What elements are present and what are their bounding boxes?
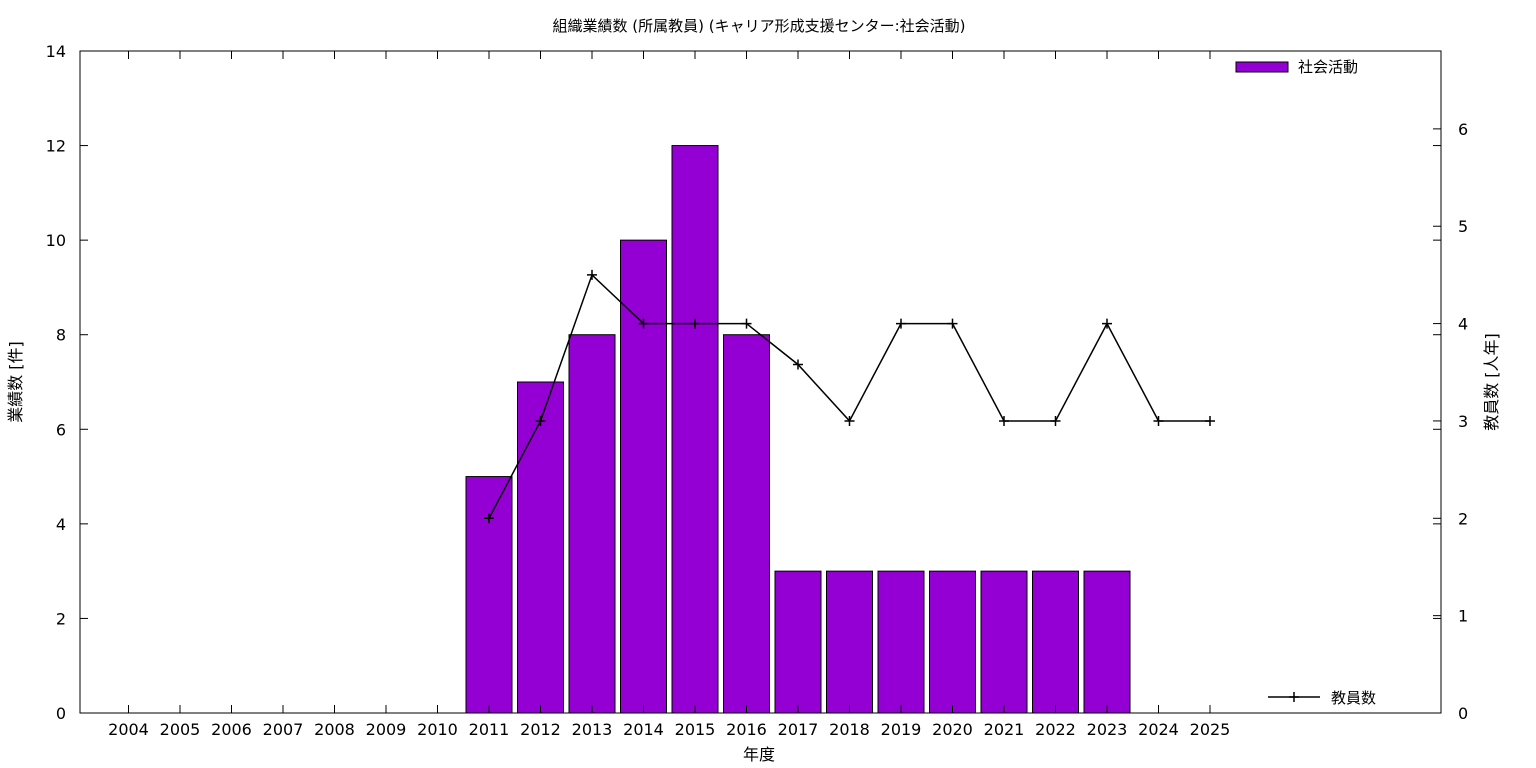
y-tick-label-4: 4 (56, 515, 66, 534)
bar-2017 (774, 570, 822, 714)
y-tick-label-6: 6 (56, 420, 66, 439)
y-axis-right: 0 1 2 3 4 5 6 (1433, 120, 1468, 723)
x-tick-label-2015: 2015 (675, 720, 716, 739)
line-point-2019 (896, 318, 906, 329)
bar-2023 (1083, 570, 1131, 714)
bar-2021 (980, 570, 1028, 714)
bar-2013 (568, 334, 616, 714)
legend-line-label: 教員数 (1331, 689, 1376, 707)
y2-tick-label-6: 6 (1458, 120, 1468, 139)
x-axis: 2004 2005 2006 2007 2008 2009 2010 2011 2012 2013… (108, 51, 1230, 739)
y2-tick-label-4: 4 (1458, 315, 1468, 334)
line-point-2017 (793, 359, 803, 370)
chart-title: 組織業績数 (所属教員) (キャリア形成支援センター:社会活動) (552, 17, 965, 35)
x-tick-label-2010: 2010 (417, 720, 458, 739)
x-tick-label-2011: 2011 (469, 720, 510, 739)
line-point-2021 (999, 415, 1009, 426)
bar-2014 (620, 239, 667, 714)
bar-2020 (929, 570, 976, 714)
y2-tick-label-5: 5 (1458, 217, 1468, 236)
bar-2022 (1032, 570, 1079, 714)
legend-line: 教員数 (1268, 689, 1376, 707)
x-tick-label-2014: 2014 (623, 720, 664, 739)
y2-tick-label-0: 0 (1458, 704, 1468, 723)
x-tick-label-2019: 2019 (881, 720, 922, 739)
y-tick-label-12: 12 (46, 137, 66, 156)
y2-tick-label-2: 2 (1458, 509, 1468, 528)
bar-2015 (671, 145, 719, 714)
x-tick-label-2017: 2017 (778, 720, 819, 739)
line-point-2025 (1205, 415, 1215, 426)
y-axis-title: 業績数 [件] (6, 341, 25, 423)
line-point-2023 (1102, 318, 1112, 329)
line-point-2011 (484, 513, 494, 524)
line-point-2016 (741, 318, 752, 329)
x-tick-label-2009: 2009 (366, 720, 407, 739)
line-point-2013 (587, 269, 597, 280)
plot-frame (79, 50, 1442, 714)
x-tick-label-2005: 2005 (160, 720, 201, 739)
bar-2019 (877, 570, 925, 714)
x-tick-label-2021: 2021 (984, 720, 1025, 739)
legend-bars-swatch (1235, 61, 1289, 73)
bars-group (465, 145, 1131, 714)
line-point-2022 (1050, 415, 1061, 426)
x-tick-label-2022: 2022 (1035, 720, 1076, 739)
x-tick-label-2004: 2004 (108, 720, 149, 739)
line-point-2015 (690, 318, 700, 329)
y-tick-label-2: 2 (56, 609, 66, 628)
bar-2012 (517, 381, 564, 714)
line-point-2014 (638, 318, 649, 329)
x-tick-label-2013: 2013 (572, 720, 613, 739)
line-point-2024 (1153, 415, 1164, 426)
y2-axis-title: 教員数 [人年] (1482, 333, 1501, 431)
x-tick-label-2025: 2025 (1190, 720, 1231, 739)
line-point-2018 (844, 415, 855, 426)
x-tick-label-2008: 2008 (314, 720, 355, 739)
legend-bars-label: 社会活動 (1298, 58, 1358, 76)
x-tick-label-2016: 2016 (726, 720, 767, 739)
bar-2018 (826, 570, 873, 714)
line-series-group (484, 269, 1215, 524)
legend-bars: 社会活動 (1235, 58, 1358, 76)
x-tick-label-2007: 2007 (263, 720, 304, 739)
bar-2016 (723, 334, 770, 714)
x-axis-title: 年度 (743, 745, 775, 764)
y2-tick-label-1: 1 (1458, 607, 1468, 626)
y-tick-label-0: 0 (56, 704, 66, 723)
x-tick-label-2023: 2023 (1087, 720, 1128, 739)
x-tick-label-2012: 2012 (520, 720, 561, 739)
line-point-2020 (947, 318, 958, 329)
x-tick-label-2018: 2018 (829, 720, 870, 739)
x-tick-label-2020: 2020 (932, 720, 973, 739)
x-tick-label-2006: 2006 (211, 720, 252, 739)
y-axis-left: 0 2 4 6 8 10 12 14 (46, 42, 1441, 723)
x-tick-label-2024: 2024 (1138, 720, 1179, 739)
bar-2011 (465, 476, 513, 714)
y-tick-label-10: 10 (46, 231, 66, 250)
y-tick-label-8: 8 (56, 326, 66, 345)
y-tick-label-14: 14 (46, 42, 66, 61)
y2-tick-label-3: 3 (1458, 412, 1468, 431)
line-point-2012 (535, 415, 546, 426)
